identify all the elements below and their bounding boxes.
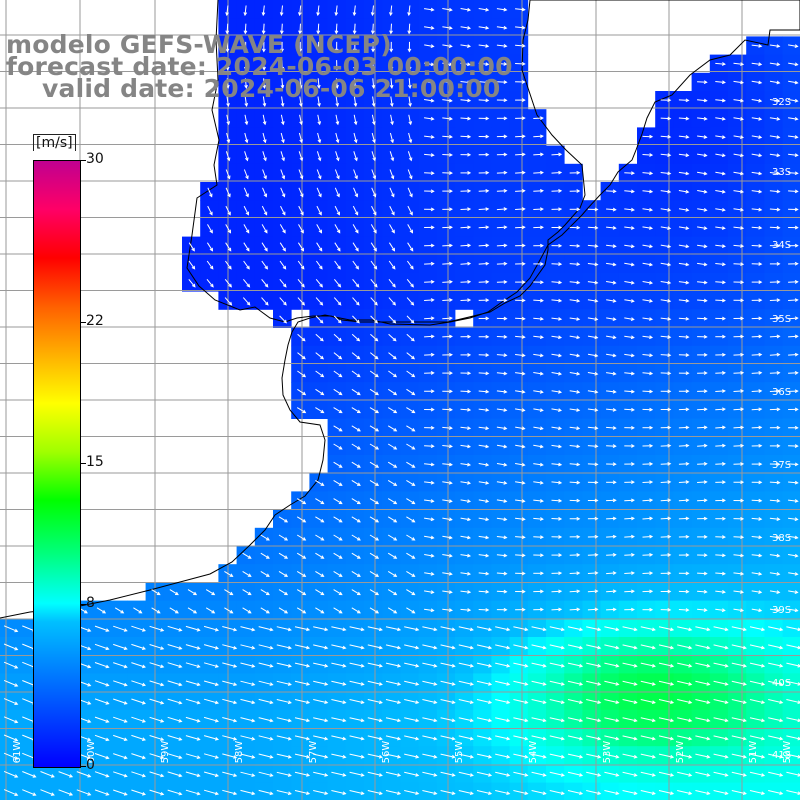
- latitude-label: 38S: [772, 533, 791, 544]
- longitude-label: 52W: [675, 741, 686, 764]
- colorbar-tick-label: 8: [86, 595, 95, 611]
- longitude-label: 61W: [12, 741, 23, 764]
- latitude-label: 35S: [772, 314, 791, 325]
- colorbar-tick-label: 22: [86, 313, 104, 329]
- longitude-label: 59W: [160, 741, 171, 764]
- latitude-label: 40S: [772, 678, 791, 689]
- latitude-label: 36S: [772, 387, 791, 398]
- colorbar-tick-label: 30: [86, 151, 104, 167]
- longitude-label: 56W: [381, 741, 392, 764]
- latitude-label: 34S: [772, 240, 791, 251]
- valid-date: valid date: 2024-06-06 21:00:00: [42, 74, 501, 103]
- colorbar: [33, 160, 81, 768]
- latitude-label: 37S: [772, 460, 791, 471]
- latitude-label: 32S: [772, 97, 791, 108]
- latitude-label: 39S: [772, 605, 791, 616]
- longitude-label: 55W: [454, 741, 465, 764]
- colorbar-unit: [m/s]: [33, 134, 76, 151]
- latitude-label: 33S: [772, 167, 791, 178]
- longitude-label: 58W: [234, 741, 245, 764]
- colorbar-tick-label: 15: [86, 454, 104, 470]
- longitude-label: 53W: [602, 741, 613, 764]
- longitude-label: 54W: [528, 741, 539, 764]
- colorbar-tick-label: 0: [86, 757, 95, 773]
- longitude-label: 57W: [308, 741, 319, 764]
- latitude-label: 41S: [772, 750, 791, 761]
- longitude-label: 51W: [748, 741, 759, 764]
